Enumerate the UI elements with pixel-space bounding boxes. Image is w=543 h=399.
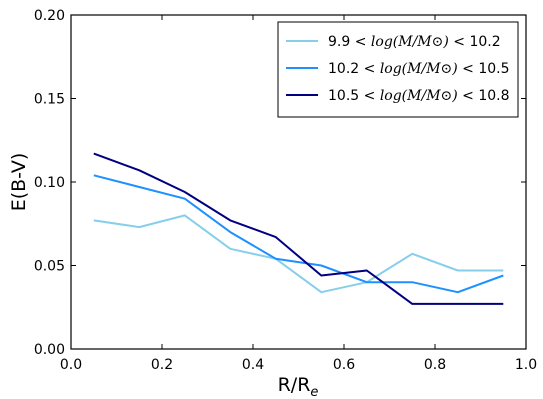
x-axis-label: R/Re: [278, 374, 319, 399]
ticks-layer: 0.0 0.2 0.4 0.6 0.8 1.0 0.00 0.05 0.10 0.15 0.20: [34, 8, 537, 373]
x-tick-label: 0.0: [60, 357, 82, 373]
series-line-1: [93, 214, 504, 294]
y-axis-label: E(B-V): [8, 153, 30, 212]
legend-box: [277, 21, 519, 118]
legend-items: 9.9 < log(M/M⊙) < 10.2 10.2 < log(M/M⊙) <…: [286, 34, 510, 104]
series-line-2: [93, 174, 504, 294]
x-tick-label: 0.4: [242, 357, 264, 373]
legend-label-1: 9.9 < log(M/M⊙) < 10.2: [328, 34, 501, 50]
legend-label-3: 10.5 < log(M/M⊙) < 10.8: [328, 88, 510, 104]
y-tick-label: 0.05: [34, 259, 65, 275]
legend-label-2: 10.2 < log(M/M⊙) < 10.5: [328, 61, 510, 77]
y-tick-label: 0.20: [34, 8, 65, 24]
y-tick-label: 0.00: [34, 342, 65, 358]
series-line-3: [93, 152, 504, 305]
x-tick-label: 0.8: [424, 357, 446, 373]
x-tick-label: 0.6: [333, 357, 355, 373]
series-layer: [93, 152, 504, 305]
x-tick-label: 1.0: [515, 357, 537, 373]
legend: 9.9 < log(M/M⊙) < 10.2 10.2 < log(M/M⊙) <…: [277, 21, 519, 118]
x-tick-label: 0.2: [151, 357, 173, 373]
y-tick-label: 0.10: [34, 175, 65, 191]
y-tick-label: 0.15: [34, 92, 65, 108]
